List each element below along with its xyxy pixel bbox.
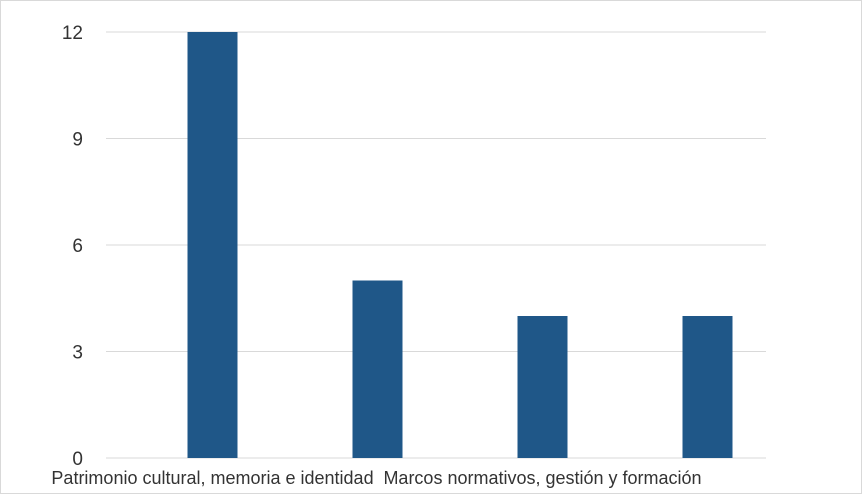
bar-0 bbox=[187, 32, 238, 458]
y-tick-label-2: 6 bbox=[72, 236, 83, 257]
x-tick-label-0: Patrimonio cultural, memoria e identidad bbox=[51, 468, 373, 488]
bar-1 bbox=[352, 280, 403, 458]
y-axis-ticks: 0 3 6 9 12 bbox=[62, 23, 83, 470]
y-tick-label-4: 12 bbox=[62, 23, 83, 44]
bars bbox=[187, 32, 733, 458]
y-tick-label-3: 9 bbox=[72, 130, 83, 151]
x-tick-label-2: Marcos normativos, gestión y formación bbox=[383, 468, 701, 488]
x-axis-labels: Patrimonio cultural, memoria e identidad… bbox=[51, 468, 701, 488]
bar-2 bbox=[517, 316, 568, 458]
bar-3 bbox=[682, 316, 733, 458]
y-tick-label-0: 0 bbox=[72, 449, 83, 470]
y-tick-label-1: 3 bbox=[72, 343, 83, 364]
